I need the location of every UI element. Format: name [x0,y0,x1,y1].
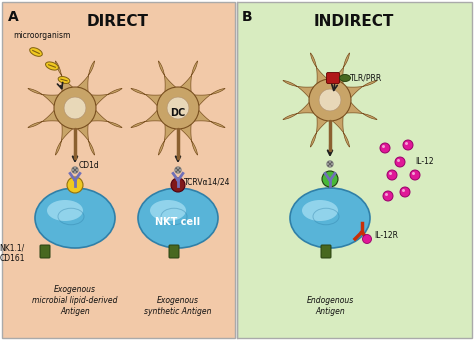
Polygon shape [55,61,73,91]
Bar [237,2,472,338]
Text: DIRECT: DIRECT [87,14,149,29]
Text: Exogenous
synthetic Antigen: Exogenous synthetic Antigen [144,296,212,316]
Polygon shape [310,53,328,84]
Circle shape [322,171,338,187]
Ellipse shape [30,48,42,56]
Circle shape [387,170,397,180]
Polygon shape [91,88,122,106]
Circle shape [402,189,405,192]
Circle shape [363,235,372,243]
Text: CD1d: CD1d [79,162,100,170]
Text: Exogenous
microbial lipid-derived
Antigen: Exogenous microbial lipid-derived Antige… [32,285,118,316]
Text: microorganism: microorganism [13,31,71,40]
Ellipse shape [58,76,70,83]
Circle shape [397,159,400,162]
Polygon shape [158,124,176,155]
Polygon shape [181,61,198,91]
FancyBboxPatch shape [169,245,179,258]
Circle shape [72,167,78,173]
Ellipse shape [138,188,218,248]
Circle shape [167,97,189,119]
Ellipse shape [302,200,338,221]
Circle shape [385,193,388,196]
Polygon shape [55,124,73,155]
Text: NKT cell: NKT cell [155,217,201,227]
Circle shape [383,191,393,201]
Polygon shape [332,53,349,84]
Ellipse shape [47,200,83,221]
Circle shape [412,172,415,175]
Text: NK1.1/
CD161: NK1.1/ CD161 [0,243,25,263]
FancyBboxPatch shape [321,245,331,258]
Circle shape [67,177,83,193]
Ellipse shape [150,200,186,221]
Circle shape [64,97,86,119]
Circle shape [319,89,341,111]
Circle shape [309,79,351,121]
Ellipse shape [290,188,370,248]
Bar [2,2,235,338]
Polygon shape [332,116,349,147]
Text: B: B [242,10,253,24]
Polygon shape [28,110,59,128]
Polygon shape [158,61,176,91]
Circle shape [410,170,420,180]
Polygon shape [346,81,377,98]
Ellipse shape [35,188,115,248]
Circle shape [157,87,199,129]
Text: IL-12: IL-12 [415,157,434,167]
Circle shape [171,178,185,192]
FancyBboxPatch shape [40,245,50,258]
Text: Endogenous
Antigen: Endogenous Antigen [306,296,354,316]
Circle shape [403,140,413,150]
Polygon shape [283,102,314,120]
Circle shape [400,187,410,197]
Ellipse shape [339,74,350,82]
Circle shape [395,157,405,167]
Polygon shape [91,110,122,128]
Polygon shape [194,110,225,128]
Polygon shape [310,116,328,147]
Circle shape [327,161,333,167]
Circle shape [389,172,392,175]
Polygon shape [346,102,377,120]
Text: TLR/PRR: TLR/PRR [350,73,382,83]
Text: INDIRECT: INDIRECT [314,14,394,29]
Polygon shape [181,124,198,155]
Circle shape [382,145,385,148]
Circle shape [54,87,96,129]
Polygon shape [28,88,59,106]
Circle shape [380,143,390,153]
Polygon shape [77,61,94,91]
Polygon shape [77,124,94,155]
Circle shape [405,142,408,145]
FancyBboxPatch shape [327,72,339,84]
Polygon shape [131,110,162,128]
Polygon shape [131,88,162,106]
Text: A: A [8,10,19,24]
Text: TCRVα14/24: TCRVα14/24 [184,177,230,187]
Ellipse shape [46,62,58,70]
Polygon shape [194,88,225,106]
Text: DC: DC [170,108,186,118]
Circle shape [175,167,181,173]
Text: IL-12R: IL-12R [374,232,398,240]
Polygon shape [283,81,314,98]
